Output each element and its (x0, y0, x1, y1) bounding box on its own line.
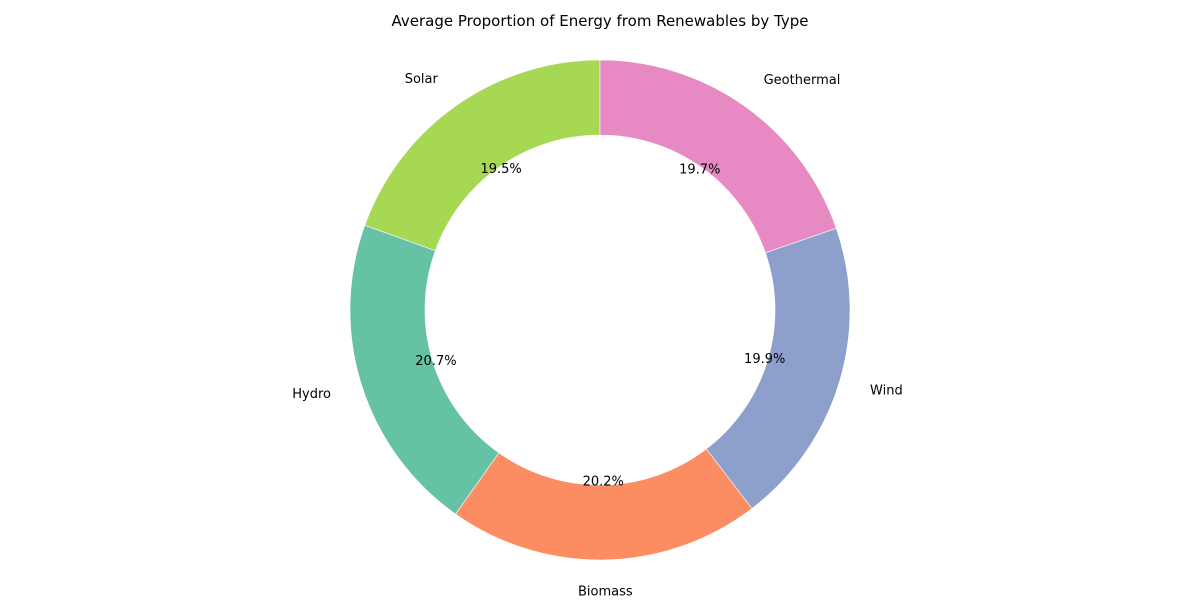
percent-label-solar: 19.5% (480, 162, 521, 177)
category-label-solar: Solar (405, 72, 439, 87)
chart-title: Average Proportion of Energy from Renewa… (391, 12, 809, 30)
percent-label-geothermal: 19.7% (679, 162, 720, 177)
slice-biomass (455, 448, 753, 561)
slices-group (349, 59, 851, 561)
slice-geothermal (599, 59, 837, 254)
percent-label-wind: 19.9% (744, 352, 785, 367)
category-label-geothermal: Geothermal (764, 73, 841, 88)
category-label-wind: Wind (870, 384, 903, 399)
slice-hydro (349, 224, 500, 515)
percent-label-biomass: 20.2% (583, 474, 624, 489)
slice-wind (705, 227, 851, 509)
percent-label-hydro: 20.7% (415, 354, 456, 369)
category-label-biomass: Biomass (578, 584, 633, 599)
category-label-hydro: Hydro (292, 387, 331, 402)
labels-group: Solar 19.5% Hydro 20.7% Biomass 20.2% Wind 19.9… (292, 72, 902, 600)
slice-solar (364, 59, 601, 252)
